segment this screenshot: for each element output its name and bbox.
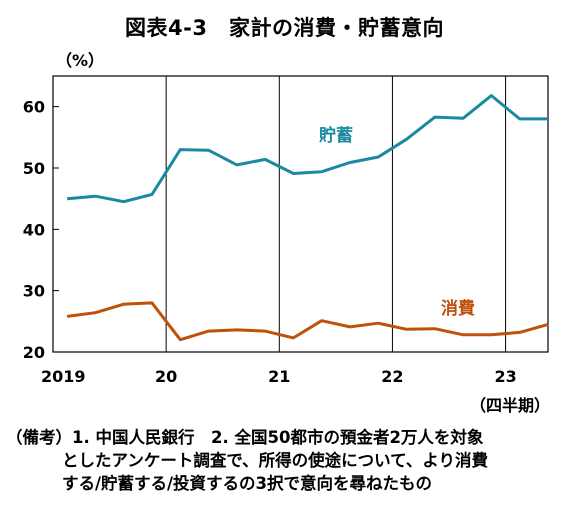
x-tick-label: 21 bbox=[268, 367, 290, 386]
y-tick-label: 60 bbox=[23, 98, 45, 117]
x-tick-label: 20 bbox=[155, 367, 177, 386]
series-label: 消費 bbox=[441, 298, 475, 319]
note-line-2: としたアンケート調査で、所得の使途について、より消費 bbox=[62, 451, 489, 470]
x-tick-label: 22 bbox=[381, 367, 403, 386]
note-line-3: する/貯蓄する/投資するの3択で意向を尋ねたもの bbox=[62, 474, 433, 493]
y-tick-label: 30 bbox=[23, 282, 45, 301]
x-tick-label: 2019 bbox=[41, 367, 86, 386]
y-tick-label: 40 bbox=[23, 220, 45, 239]
x-period-label: （四半期） bbox=[470, 396, 551, 415]
source-note: （備考）1. 中国人民銀行 2. 全国50都市の預金者2万人を対象 としたアンケ… bbox=[6, 426, 566, 495]
y-tick-label: 20 bbox=[23, 343, 45, 362]
series-line-savings bbox=[66, 94, 548, 204]
chart-title: 図表4-3 家計の消費・貯蓄意向 bbox=[125, 16, 444, 40]
x-tick-label: 23 bbox=[494, 367, 516, 386]
note-line-1: （備考）1. 中国人民銀行 2. 全国50都市の預金者2万人を対象 bbox=[6, 428, 484, 447]
series-label: 貯蓄 bbox=[319, 125, 353, 146]
y-unit-label: （%） bbox=[56, 51, 105, 70]
y-tick-label: 50 bbox=[23, 159, 45, 178]
series-line-consumption bbox=[66, 301, 549, 342]
plot-frame bbox=[52, 75, 549, 353]
